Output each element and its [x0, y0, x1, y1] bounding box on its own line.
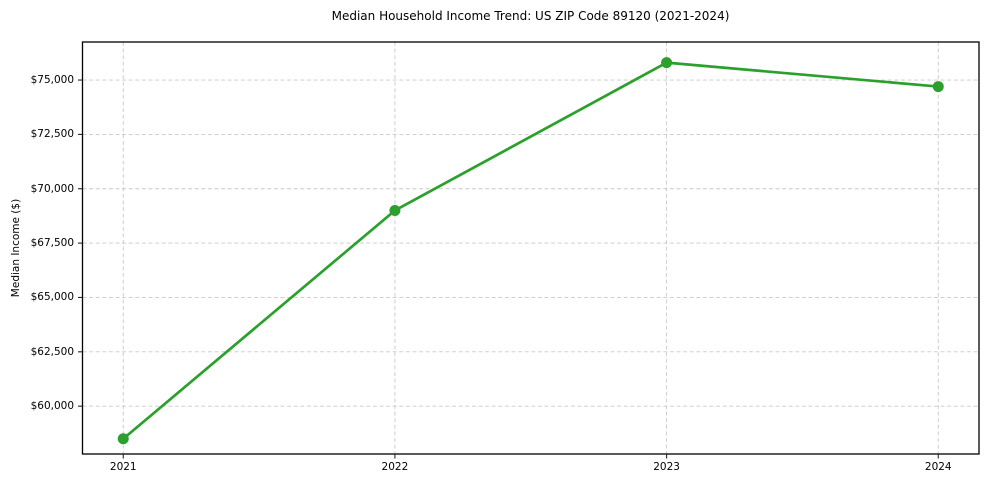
- x-tick-label: 2024: [924, 461, 952, 473]
- y-tick-label: $72,500: [30, 128, 74, 141]
- x-tick-label: 2022: [381, 461, 409, 473]
- data-point: [117, 433, 129, 445]
- y-tick-label: $70,000: [30, 182, 74, 195]
- trend-line: [121, 61, 940, 441]
- y-tick-label: $62,500: [30, 345, 74, 358]
- y-tick-label: $65,000: [30, 291, 74, 304]
- x-tick-label: 2023: [653, 461, 680, 473]
- data-point: [661, 57, 673, 69]
- chart-title: Median Household Income Trend: US ZIP Co…: [331, 9, 730, 23]
- data-point: [932, 81, 944, 93]
- y-tick-label: $67,500: [30, 237, 74, 250]
- x-tick-label: 2021: [109, 461, 137, 473]
- y-tick-label: $75,000: [30, 74, 74, 87]
- plot-border: [81, 41, 980, 455]
- data-point: [389, 204, 401, 216]
- y-tick-label: $60,000: [30, 400, 74, 413]
